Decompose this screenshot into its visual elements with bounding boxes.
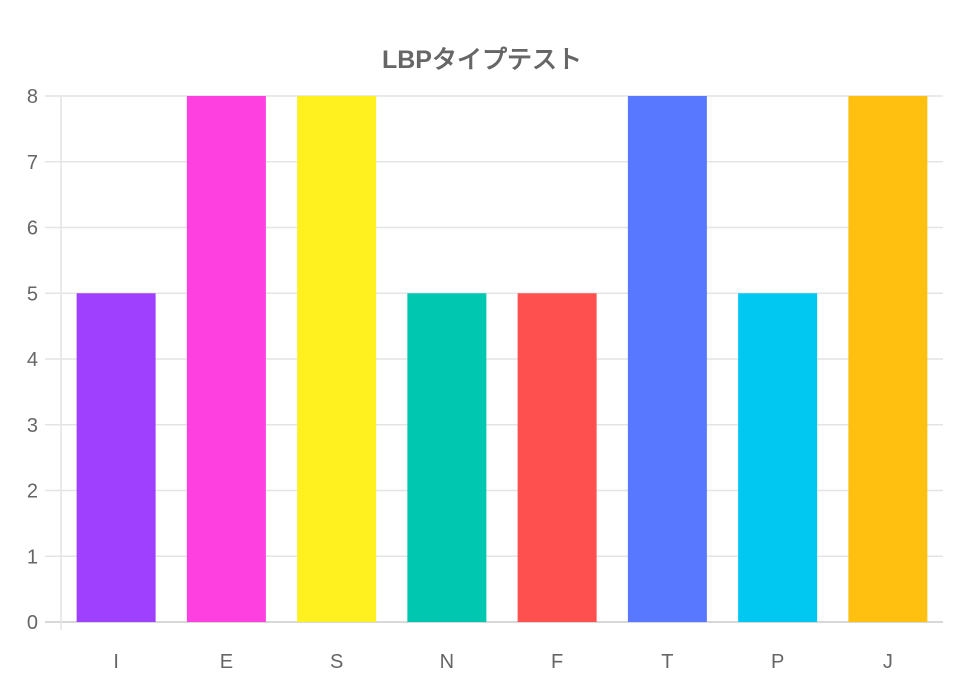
y-tick-label: 5 [27, 283, 38, 305]
bar-I [76, 293, 156, 622]
y-tick-label: 7 [27, 152, 38, 174]
bar-S [297, 96, 377, 622]
x-tick-label: S [330, 651, 343, 673]
y-tick-label: 8 [27, 86, 38, 108]
x-tick-label: E [220, 651, 233, 673]
x-tick-label: J [883, 651, 893, 673]
x-tick-label: T [661, 651, 673, 673]
y-tick-label: 4 [27, 349, 38, 371]
x-tick-label: I [113, 651, 119, 673]
y-tick-label: 0 [27, 612, 38, 634]
y-tick-label: 1 [27, 546, 38, 568]
x-tick-label: P [771, 651, 784, 673]
y-tick-label: 6 [27, 218, 38, 240]
y-tick-label: 3 [27, 415, 38, 437]
bar-F [517, 293, 597, 622]
bar-T [627, 96, 707, 622]
bar-E [186, 96, 266, 622]
y-tick-label: 2 [27, 481, 38, 503]
x-tick-label: F [551, 651, 563, 673]
bar-P [738, 293, 818, 622]
bar-N [407, 293, 487, 622]
chart-title: LBPタイプテスト [381, 46, 582, 74]
x-tick-label: N [440, 651, 454, 673]
bar-J [848, 96, 928, 622]
